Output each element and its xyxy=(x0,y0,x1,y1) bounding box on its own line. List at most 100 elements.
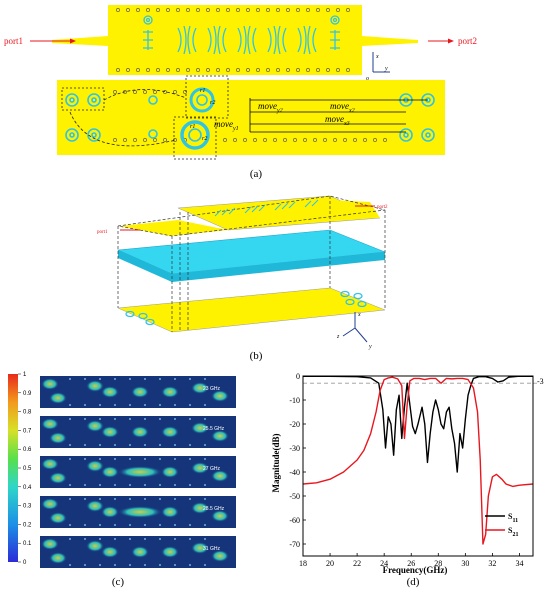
field-via xyxy=(69,404,71,406)
field-hotspot xyxy=(191,382,209,394)
field-hotspot xyxy=(86,420,104,432)
field-via xyxy=(174,538,176,540)
field-via xyxy=(144,458,146,460)
field-hotspot xyxy=(101,506,119,518)
field-hotspot xyxy=(211,430,229,442)
b-port2-label: port2 xyxy=(377,205,388,210)
x-tick-label: 28 xyxy=(434,559,442,568)
chart-axes xyxy=(302,375,534,557)
port1-feed xyxy=(52,36,108,46)
field-hotspot xyxy=(86,380,104,392)
field-hotspot xyxy=(49,552,67,564)
field-via xyxy=(159,524,161,526)
field-via xyxy=(144,404,146,406)
x-tick-label: 24 xyxy=(380,559,388,568)
field-hotspot xyxy=(86,540,104,552)
field-via xyxy=(129,564,131,566)
field-via xyxy=(204,524,206,526)
move-x3-label: movex3 xyxy=(325,114,350,127)
top-layer-feed-right xyxy=(330,200,380,218)
field-hotspot xyxy=(118,506,162,518)
field-via xyxy=(129,498,131,500)
frequency-label: 23 GHz xyxy=(203,386,220,392)
panel-c: 1 0.9 0.8 0.7 0.6 0.5 0.4 0.3 0.2 0.1 0 23 GHz 25.5… xyxy=(0,368,250,593)
mapping-curve-1 xyxy=(69,111,177,147)
field-hotspot xyxy=(86,460,104,472)
field-via xyxy=(144,444,146,446)
field-hotspot xyxy=(191,462,209,474)
colorbar-tick-label: 0.9 xyxy=(23,391,32,397)
field-via xyxy=(159,538,161,540)
b-axis-x-label: x xyxy=(357,312,361,318)
field-via xyxy=(174,564,176,566)
field-via xyxy=(129,458,131,460)
field-hotspot xyxy=(161,426,179,438)
field-via xyxy=(204,564,206,566)
b-axis-y-label: y xyxy=(368,344,372,350)
field-hotspot xyxy=(49,432,67,444)
field-via xyxy=(159,378,161,380)
y-tick-label: -20 xyxy=(289,420,300,429)
field-hotspot xyxy=(41,378,59,390)
field-hotspot xyxy=(191,502,209,514)
field-via xyxy=(174,378,176,380)
bottom-board xyxy=(57,80,445,155)
field-via xyxy=(69,564,71,566)
field-via xyxy=(129,404,131,406)
field-via xyxy=(189,564,191,566)
frequency-label: 31 GHz xyxy=(203,546,220,552)
colorbar-tick-label: 0.5 xyxy=(23,466,32,472)
field-via xyxy=(174,458,176,460)
threshold-label: -3 xyxy=(537,377,544,386)
port1-arrowhead xyxy=(70,38,76,44)
zoom-box-upper xyxy=(185,75,229,119)
field-via xyxy=(84,524,86,526)
port2-arrowhead xyxy=(448,38,454,44)
b-axes xyxy=(342,312,368,343)
field-via xyxy=(159,404,161,406)
field-hotspot xyxy=(161,466,179,478)
colorbar-tick-label: 0.8 xyxy=(23,410,32,416)
field-via xyxy=(114,498,116,500)
caption-c: (c) xyxy=(111,576,125,588)
colorbar-tick-label: 0.7 xyxy=(23,428,32,434)
field-hotspot xyxy=(86,500,104,512)
mapping-curve-2 xyxy=(103,89,187,101)
field-via xyxy=(114,524,116,526)
field-via xyxy=(204,538,206,540)
field-via xyxy=(99,538,101,540)
colorbar-tick-label: 0 xyxy=(23,560,27,566)
field-via xyxy=(129,538,131,540)
field-via xyxy=(174,484,176,486)
field-via xyxy=(114,418,116,420)
field-hotspot xyxy=(161,386,179,398)
field-via xyxy=(189,418,191,420)
field-via xyxy=(204,458,206,460)
x-tick-label: 22 xyxy=(353,559,361,568)
colorbar xyxy=(8,374,18,562)
field-via xyxy=(99,564,101,566)
top-resonator-slots xyxy=(143,15,340,55)
field-via xyxy=(114,538,116,540)
field-via xyxy=(174,444,176,446)
axis-y-label: y xyxy=(384,66,388,72)
field-map-panel: 28.5 GHz xyxy=(40,496,236,528)
field-hotspot xyxy=(211,390,229,402)
field-via xyxy=(189,458,191,460)
field-via xyxy=(69,418,71,420)
frequency-label: 25.5 GHz xyxy=(203,426,225,432)
field-hotspot xyxy=(41,538,59,550)
field-hotspot xyxy=(41,418,59,430)
field-via xyxy=(69,444,71,446)
field-hotspot xyxy=(101,386,119,398)
port2-feed xyxy=(362,36,418,46)
field-via xyxy=(144,538,146,540)
panel-a: port1 port2 x y o xyxy=(0,0,550,185)
field-via xyxy=(114,484,116,486)
series-line-s11 xyxy=(303,375,533,473)
colorbar-tick-label: 0.2 xyxy=(23,522,32,528)
field-hotspot xyxy=(41,458,59,470)
top-via-row xyxy=(116,8,350,72)
chart-tick-labels: 18 20 22 24 26 28 30 32 34 0 -10 -20 -30 -40 -50 -60 -70 xyxy=(289,372,523,568)
